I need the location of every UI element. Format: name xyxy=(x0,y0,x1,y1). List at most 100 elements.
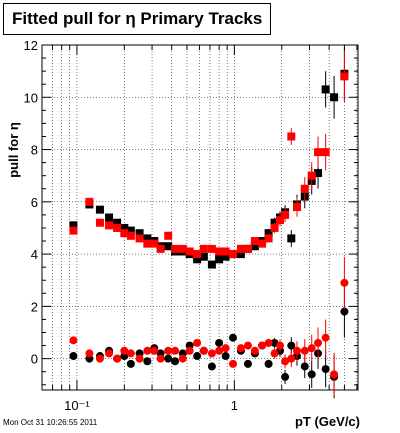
data-point-square-black xyxy=(264,229,273,238)
x-tick-label: 10⁻¹ xyxy=(64,398,90,413)
data-point-circle-black xyxy=(69,352,78,361)
data-point-circle-red xyxy=(164,346,173,355)
data-point-square-black xyxy=(126,226,135,235)
data-point-circle-red xyxy=(135,354,144,363)
y-tick-label: 4 xyxy=(31,247,38,262)
data-point-square-black xyxy=(95,205,104,214)
data-point-square-black xyxy=(330,93,339,102)
data-point-circle-black xyxy=(215,338,224,347)
data-point-circle-red xyxy=(105,349,114,358)
data-point-square-red xyxy=(228,250,237,259)
x-axis-label: pT (GeV/c) xyxy=(295,414,360,429)
data-point-circle-black xyxy=(321,365,330,374)
data-point-square-black xyxy=(113,218,122,227)
data-point-circle-red xyxy=(193,338,202,347)
data-point-circle-red xyxy=(307,344,316,353)
data-point-circle-black xyxy=(307,370,316,379)
y-tick-label: 10 xyxy=(24,90,38,105)
data-point-circle-red xyxy=(221,344,230,353)
data-point-circle-red xyxy=(171,346,180,355)
data-point-square-red xyxy=(250,237,259,246)
data-point-circle-red xyxy=(143,346,152,355)
data-point-circle-red xyxy=(113,354,122,363)
data-point-square-red xyxy=(69,226,78,235)
data-point-square-red xyxy=(287,132,296,141)
data-point-square-black xyxy=(236,250,245,259)
data-point-square-red xyxy=(185,247,194,256)
data-point-square-red xyxy=(243,244,252,253)
data-point-square-black xyxy=(120,223,129,232)
timestamp: Mon Oct 31 10:26:55 2011 xyxy=(3,418,98,427)
data-point-circle-red xyxy=(178,354,187,363)
data-point-circle-red xyxy=(293,346,302,355)
data-point-circle-black xyxy=(300,362,309,371)
data-point-square-red xyxy=(293,203,302,212)
data-point-square-red xyxy=(300,184,309,193)
data-point-square-red xyxy=(164,231,173,240)
data-point-square-black xyxy=(105,213,114,222)
data-point-square-black xyxy=(199,252,208,261)
data-point-circle-red xyxy=(156,354,165,363)
data-point-square-red xyxy=(321,148,330,157)
data-point-square-black xyxy=(193,255,202,264)
data-point-circle-red xyxy=(243,341,252,350)
data-point-circle-red xyxy=(314,338,323,347)
data-point-square-red xyxy=(264,234,273,243)
data-point-circle-black xyxy=(287,341,296,350)
data-point-square-red xyxy=(258,239,267,248)
data-point-square-red xyxy=(171,244,180,253)
data-point-square-red xyxy=(178,244,187,253)
data-point-circle-red xyxy=(207,349,216,358)
data-point-circle-red xyxy=(270,349,279,358)
data-point-circle-black xyxy=(143,357,152,366)
data-point-circle-black xyxy=(207,362,216,371)
data-point-square-red xyxy=(113,223,122,232)
data-point-circle-red xyxy=(120,346,129,355)
data-point-square-black xyxy=(143,234,152,243)
data-point-square-red xyxy=(126,231,135,240)
data-point-circle-red xyxy=(185,346,194,355)
data-point-square-red xyxy=(199,244,208,253)
data-point-circle-black xyxy=(281,372,290,381)
data-point-circle-red xyxy=(85,349,94,358)
y-tick-label: 8 xyxy=(31,143,38,158)
data-point-square-black xyxy=(314,169,323,178)
data-point-square-red xyxy=(85,197,94,206)
data-point-square-black xyxy=(207,260,216,269)
data-point-square-red xyxy=(120,229,129,238)
data-point-square-red xyxy=(193,250,202,259)
data-point-circle-red xyxy=(287,354,296,363)
data-point-square-red xyxy=(314,148,323,157)
data-point-square-black xyxy=(215,255,224,264)
data-point-square-black xyxy=(287,234,296,243)
x-tick-label: 1 xyxy=(231,398,238,413)
y-tick-label: 0 xyxy=(31,352,38,367)
data-point-circle-red xyxy=(126,349,135,358)
plot-frame xyxy=(41,44,359,391)
data-point-square-red xyxy=(156,244,165,253)
data-point-circle-red xyxy=(228,359,237,368)
data-point-square-red xyxy=(105,221,114,230)
data-point-circle-red xyxy=(330,370,339,379)
data-point-circle-red xyxy=(236,344,245,353)
data-point-circle-black xyxy=(126,359,135,368)
y-tick-label: 12 xyxy=(24,38,38,53)
data-point-square-red xyxy=(307,171,316,180)
data-point-square-red xyxy=(276,216,285,225)
data-point-circle-red xyxy=(276,341,285,350)
data-point-circle-black xyxy=(164,354,173,363)
data-point-square-red xyxy=(281,210,290,219)
data-point-circle-black xyxy=(221,352,230,361)
data-point-square-red xyxy=(236,244,245,253)
data-point-square-red xyxy=(150,239,159,248)
data-point-square-red xyxy=(221,247,230,256)
data-point-circle-red xyxy=(199,346,208,355)
data-point-square-red xyxy=(340,72,349,81)
y-tick-label: 2 xyxy=(31,299,38,314)
data-point-square-black xyxy=(69,221,78,230)
data-point-circle-red xyxy=(258,341,267,350)
y-tick-label: 6 xyxy=(31,195,38,210)
data-point-circle-red xyxy=(321,333,330,342)
